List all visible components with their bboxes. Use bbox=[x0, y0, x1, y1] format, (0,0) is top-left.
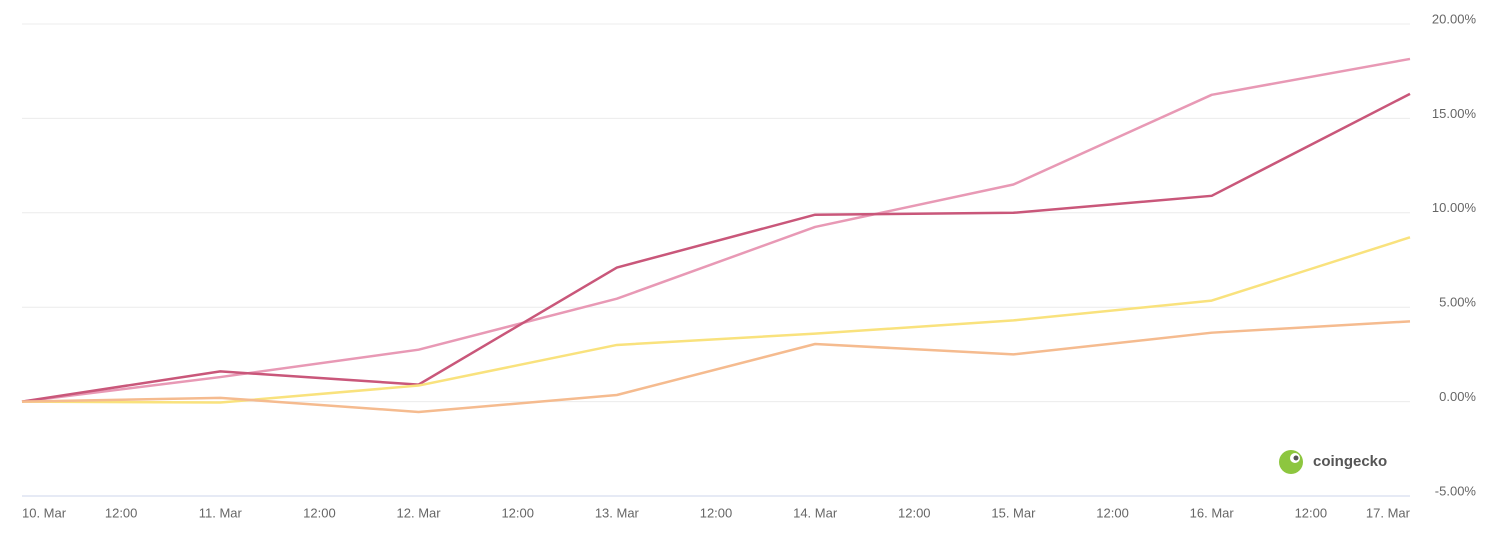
x-tick-label: 12. Mar bbox=[397, 505, 442, 520]
x-tick-label: 12:00 bbox=[1096, 505, 1129, 520]
logo-icon bbox=[1279, 450, 1303, 474]
x-tick-label: 16. Mar bbox=[1190, 505, 1235, 520]
y-tick-label: 15.00% bbox=[1432, 106, 1477, 121]
x-tick-label: 12:00 bbox=[303, 505, 336, 520]
y-tick-label: 5.00% bbox=[1439, 295, 1476, 310]
logo-pupil bbox=[1293, 455, 1299, 461]
y-tick-label: -5.00% bbox=[1435, 483, 1477, 498]
watermark: coingecko bbox=[1313, 453, 1387, 470]
x-tick-label: 12:00 bbox=[105, 505, 138, 520]
x-tick-label: 12:00 bbox=[898, 505, 931, 520]
line bbox=[21, 57, 1411, 403]
x-tick-label: 12:00 bbox=[501, 505, 534, 520]
line bbox=[21, 92, 1411, 403]
x-tick-label: 13. Mar bbox=[595, 505, 640, 520]
line bbox=[21, 320, 1411, 414]
y-tick-label: 0.00% bbox=[1439, 389, 1476, 404]
x-tick-label: 12:00 bbox=[700, 505, 733, 520]
x-tick-label: 12:00 bbox=[1295, 505, 1328, 520]
x-tick-label: 15. Mar bbox=[991, 505, 1036, 520]
watermark-logo bbox=[1279, 450, 1303, 474]
x-tick-label: 11. Mar bbox=[199, 505, 243, 520]
y-tick-label: 10.00% bbox=[1432, 200, 1477, 215]
x-tick-label: 17. Mar bbox=[1366, 505, 1411, 520]
y-tick-label: 20.00% bbox=[1432, 11, 1477, 26]
x-tick-label: 10. Mar bbox=[22, 505, 67, 520]
x-tick-label: 14. Mar bbox=[793, 505, 838, 520]
